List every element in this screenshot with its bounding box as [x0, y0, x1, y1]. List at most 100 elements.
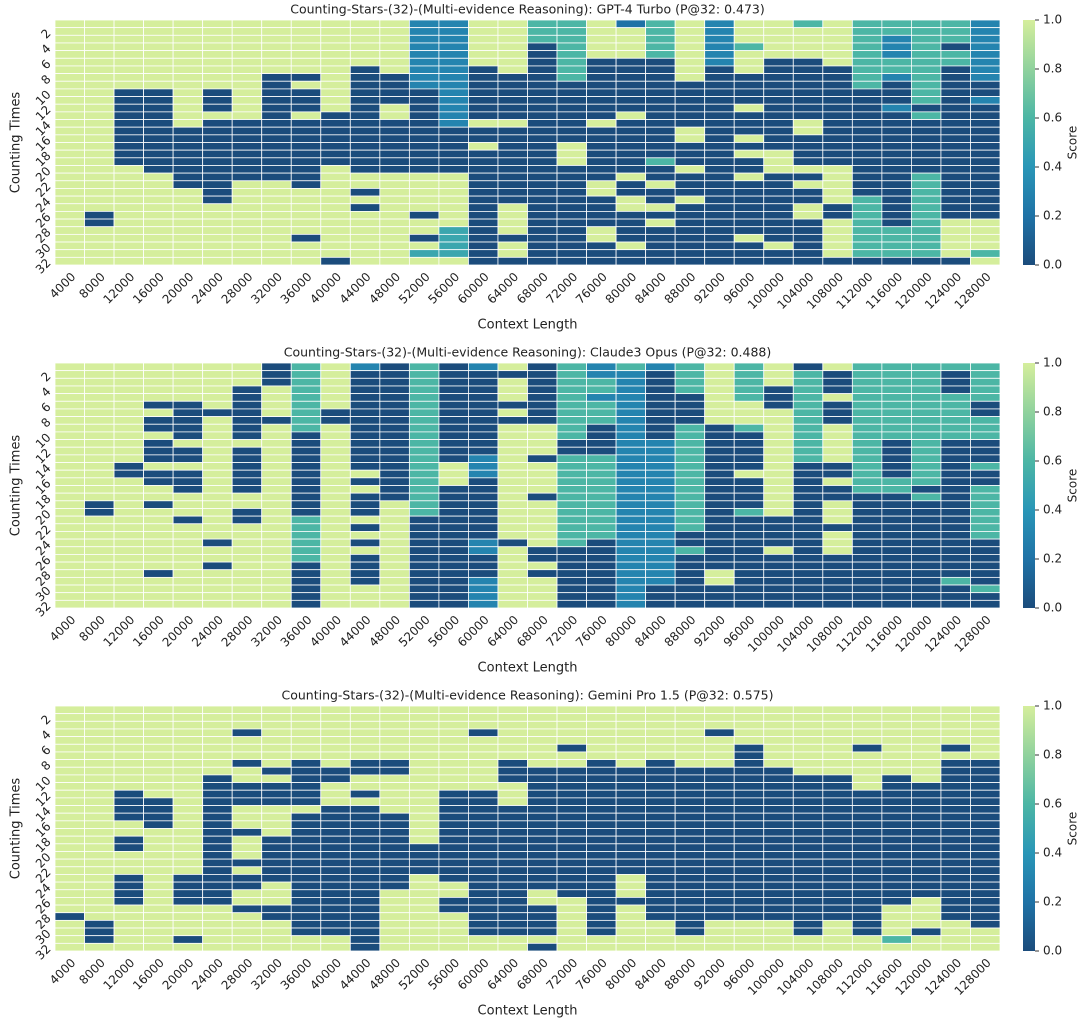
heatmap-cell	[704, 805, 735, 814]
heatmap-cell	[379, 812, 410, 822]
heatmap-cell	[763, 797, 794, 806]
x-axis-label: Context Length	[478, 1004, 578, 1019]
heatmap-cell	[970, 919, 1001, 929]
heatmap-cell	[674, 111, 706, 120]
heatmap-cell	[143, 126, 174, 136]
heatmap-cell	[674, 751, 706, 760]
heatmap-cell	[261, 370, 292, 379]
heatmap-cell	[615, 728, 647, 738]
heatmap-cell	[527, 119, 558, 128]
heatmap-cell	[881, 874, 912, 883]
heatmap-cell	[792, 57, 824, 67]
heatmap-cell	[645, 408, 676, 417]
heatmap-cell	[527, 736, 558, 745]
heatmap-cell	[822, 736, 853, 745]
heatmap-cell	[349, 211, 381, 220]
heatmap-cell	[792, 19, 824, 29]
x-tick-label: 88000	[662, 270, 699, 307]
heatmap-cell	[704, 34, 735, 44]
heatmap-cell	[704, 713, 735, 722]
heatmap-cell	[84, 103, 115, 113]
heatmap-cell	[202, 584, 233, 594]
heatmap-cell	[940, 362, 971, 372]
heatmap-cell	[290, 805, 322, 814]
heatmap-cell	[940, 523, 971, 532]
heatmap-cell	[143, 492, 174, 502]
heatmap-cell	[881, 188, 912, 197]
heatmap-cell	[881, 797, 912, 806]
heatmap-cell	[202, 149, 233, 159]
heatmap-cell	[851, 805, 883, 814]
heatmap-cell	[349, 889, 381, 898]
heatmap-cell	[497, 19, 528, 29]
heatmap-cell	[408, 942, 440, 952]
heatmap-cell	[143, 766, 174, 776]
heatmap-cell	[290, 157, 322, 166]
heatmap-cell	[556, 766, 587, 776]
heatmap-cell	[408, 751, 440, 760]
heatmap-cell	[970, 523, 1001, 532]
heatmap-cell	[261, 203, 292, 212]
heatmap-cell	[674, 134, 706, 143]
heatmap-cell	[172, 531, 204, 540]
heatmap-cell	[497, 766, 528, 776]
heatmap-cell	[172, 42, 204, 52]
heatmap-cell	[733, 126, 765, 136]
heatmap-cell	[674, 362, 706, 372]
heatmap-cell	[881, 485, 912, 494]
heatmap-cell	[497, 599, 528, 609]
heatmap-cell	[438, 546, 469, 555]
heatmap-cell	[586, 851, 617, 860]
heatmap-cell	[704, 385, 735, 395]
heatmap-cell	[527, 393, 558, 402]
heatmap-cell	[290, 19, 322, 29]
heatmap-cell	[468, 439, 499, 448]
heatmap-cell	[290, 508, 322, 517]
heatmap-cell	[911, 218, 942, 228]
heatmap-cell	[851, 820, 883, 829]
heatmap-cell	[113, 492, 144, 502]
colorbar-tick-label: 0.0	[1043, 601, 1062, 615]
heatmap-cell	[851, 134, 883, 143]
heatmap-cell	[113, 27, 144, 36]
heatmap-cell	[970, 889, 1001, 898]
heatmap-cell	[733, 797, 765, 806]
heatmap-cell	[674, 462, 706, 471]
heatmap-cell	[792, 515, 824, 525]
heatmap-cell	[970, 80, 1001, 90]
heatmap-cell	[615, 42, 647, 52]
heatmap-cell	[54, 851, 85, 860]
heatmap-cell	[320, 904, 351, 914]
heatmap-cell	[290, 218, 322, 228]
heatmap-cell	[615, 188, 647, 197]
heatmap-cell	[468, 782, 499, 791]
heatmap-cell	[113, 211, 144, 220]
heatmap-cell	[822, 408, 853, 417]
heatmap-cell	[586, 462, 617, 471]
heatmap-cell	[822, 233, 853, 243]
heatmap-cell	[261, 881, 292, 891]
heatmap-cell	[438, 111, 469, 120]
heatmap-cell	[408, 119, 440, 128]
heatmap-cell	[763, 19, 794, 29]
heatmap-cell	[586, 889, 617, 898]
heatmap-cell	[202, 576, 233, 586]
heatmap-cell	[556, 904, 587, 914]
heatmap-cell	[615, 134, 647, 143]
heatmap-cell	[822, 713, 853, 722]
heatmap-cell	[822, 188, 853, 197]
heatmap-cell	[379, 897, 410, 906]
heatmap-cell	[881, 142, 912, 151]
heatmap-cell	[261, 439, 292, 448]
heatmap-cell	[645, 774, 676, 783]
heatmap-cell	[84, 439, 115, 448]
heatmap-cell	[349, 188, 381, 197]
heatmap-cell	[940, 149, 971, 159]
heatmap-cell	[792, 165, 824, 174]
heatmap-cell	[438, 919, 469, 929]
heatmap-cell	[615, 705, 647, 715]
heatmap-cell	[84, 393, 115, 402]
heatmap-cell	[143, 19, 174, 29]
heatmap-cell	[763, 835, 794, 845]
heatmap-cell	[349, 919, 381, 929]
